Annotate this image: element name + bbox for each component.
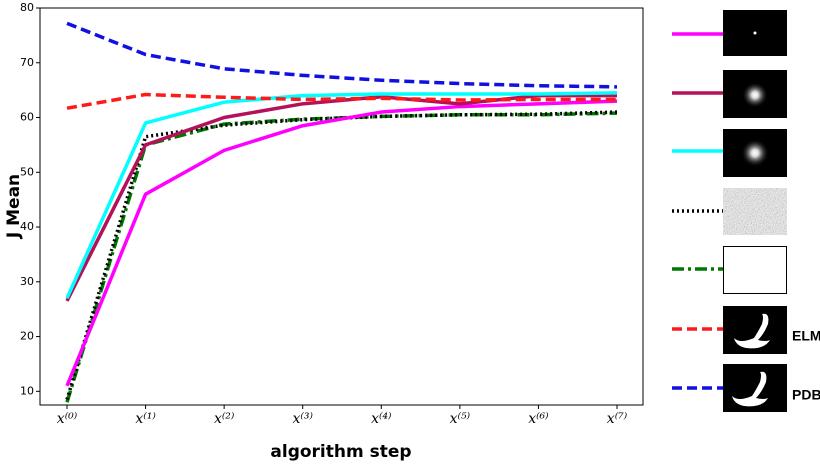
legend-label: ELM [792,328,820,344]
y-tick-label: 40 [20,220,34,233]
y-tick-label: 80 [20,1,34,14]
y-tick-label: 20 [20,330,34,343]
legend-image [742,82,768,108]
legend-image [723,188,787,235]
legend-image [723,246,787,294]
x-axis-label: algorithm step [270,442,411,462]
x-tick-label: x⁽⁵⁾ [450,411,471,427]
legend-image [734,313,770,349]
legend-image [741,139,769,167]
x-tick-label: x⁽²⁾ [214,411,235,427]
x-tick-label: x⁽⁶⁾ [528,411,549,427]
legend-image [753,31,757,35]
y-axis-label: J Mean [4,174,24,239]
y-tick-label: 30 [20,275,34,288]
legend-label: PDB [792,387,820,403]
series-line [65,111,618,403]
series-line [65,99,618,387]
series-line [65,91,618,299]
y-tick-label: 60 [20,111,34,124]
series-line [66,21,618,89]
series-line [66,92,617,110]
legend-icons [723,10,787,412]
x-tick-label: x⁽³⁾ [293,411,314,427]
plot-frame [39,7,644,406]
y-tick-label: 50 [20,165,34,178]
series-line [65,93,617,302]
x-tick-label: x⁽¹⁾ [135,411,156,427]
y-tick-label: 10 [20,384,34,397]
x-tick-label: x⁽⁰⁾ [57,411,78,427]
x-tick-label: x⁽⁴⁾ [371,411,392,427]
y-tick-label: 70 [20,56,34,69]
legend-image [732,371,768,407]
series-line [65,110,618,401]
x-tick-label: x⁽⁷⁾ [607,411,628,427]
